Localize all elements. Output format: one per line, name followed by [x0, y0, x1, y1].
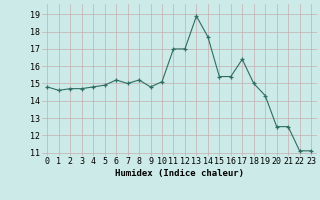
X-axis label: Humidex (Indice chaleur): Humidex (Indice chaleur) [115, 169, 244, 178]
